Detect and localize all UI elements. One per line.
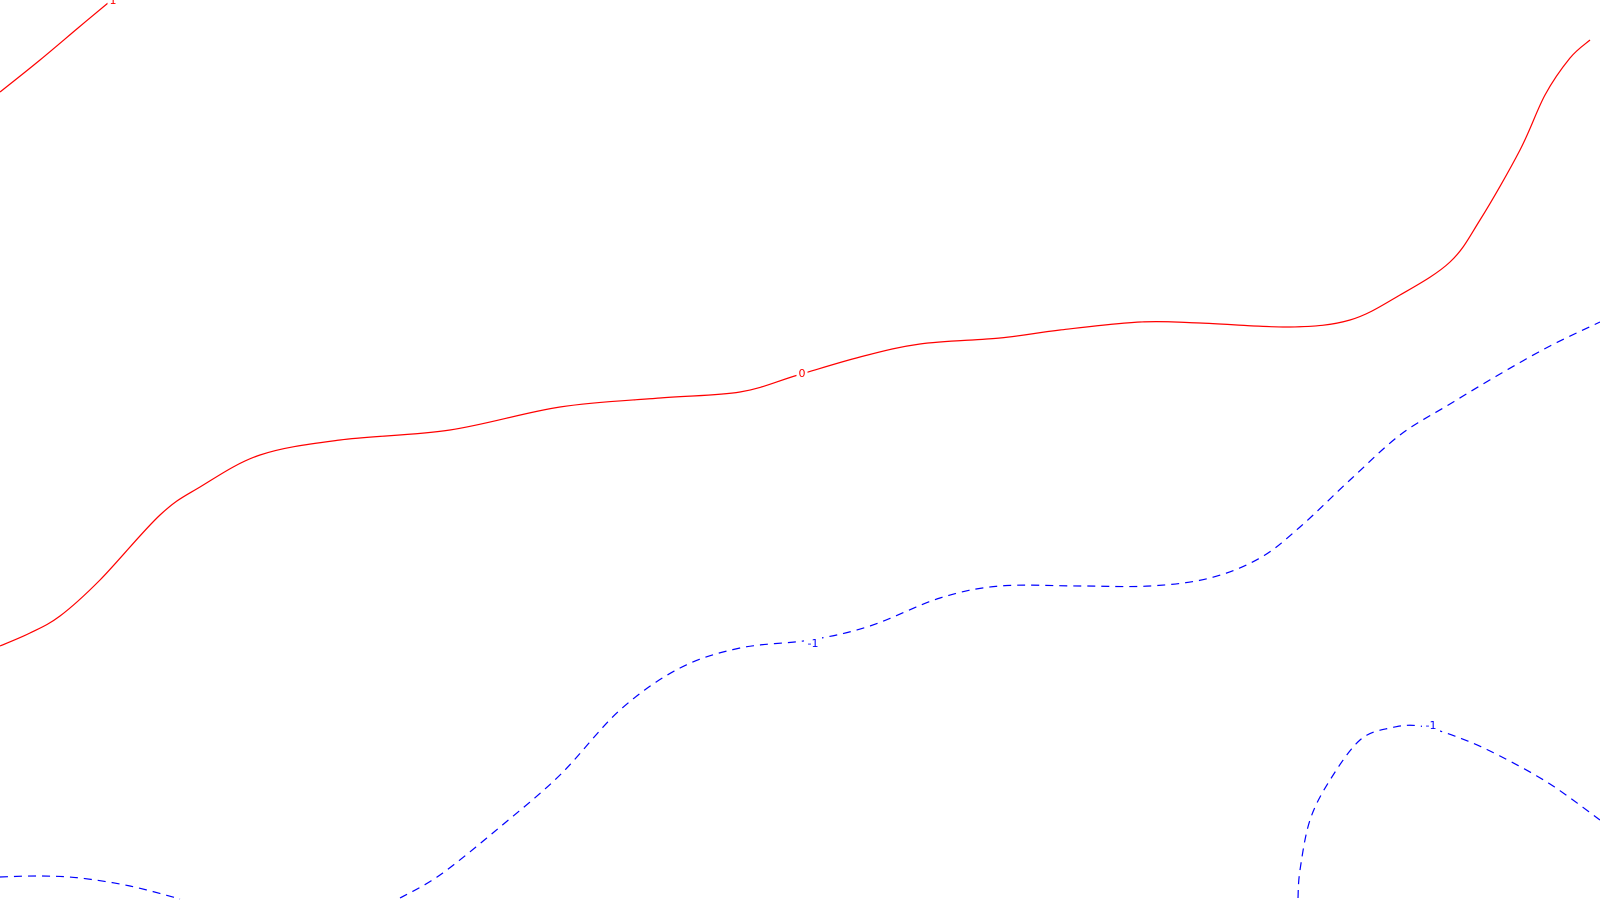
contour-line-level-1 [0, 2, 109, 93]
contour-label: 1 [110, 0, 117, 7]
contour-label: -1 [808, 637, 819, 650]
contour-label: 0 [799, 367, 806, 380]
contour-label-background [107, 0, 119, 8]
contour-line-level-neg1-bottom-left [0, 875, 181, 900]
contour-label-background [796, 367, 808, 381]
contour-label-background [1422, 719, 1440, 733]
contour-labels-group: 1 0 -1 -1 [107, 0, 1440, 733]
contour-label-background [804, 637, 822, 651]
contour-line-level-neg1-corner [1297, 724, 1600, 899]
contour-label: -1 [1426, 719, 1437, 732]
contour-line-level-neg1-main [399, 321, 1600, 899]
contour-line-level-0 [0, 39, 1591, 647]
